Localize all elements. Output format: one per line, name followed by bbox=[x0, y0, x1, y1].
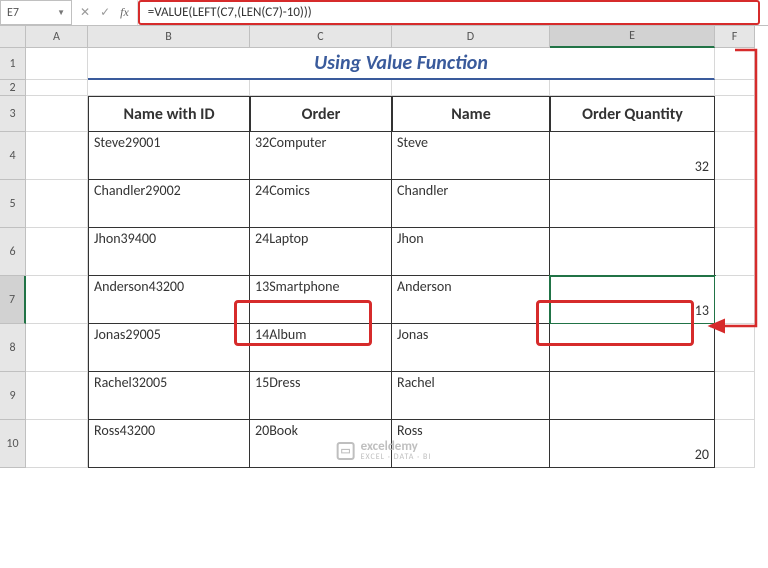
cell-F1[interactable] bbox=[715, 48, 755, 80]
cell-C6[interactable]: 24Laptop bbox=[250, 228, 392, 276]
row-header-5[interactable]: 5 bbox=[0, 180, 26, 228]
table-header-D[interactable]: Name bbox=[392, 96, 550, 132]
cell-D9[interactable]: Rachel bbox=[392, 372, 550, 420]
col-header-B[interactable]: B bbox=[88, 26, 250, 48]
cell-D7[interactable]: Anderson bbox=[392, 276, 550, 324]
col-header-D[interactable]: D bbox=[392, 26, 550, 48]
cell-F10[interactable] bbox=[715, 420, 755, 468]
row-header-1[interactable]: 1 bbox=[0, 48, 26, 80]
name-box-value: E7 bbox=[7, 6, 19, 20]
row-header-4[interactable]: 4 bbox=[0, 132, 26, 180]
row-header-9[interactable]: 9 bbox=[0, 372, 26, 420]
col-header-F[interactable]: F bbox=[715, 26, 755, 48]
name-box[interactable]: E7 ▼ bbox=[0, 0, 72, 25]
sheet-area: 12345678910 Using Value Function Name wit… bbox=[0, 48, 768, 468]
select-all-corner[interactable] bbox=[0, 26, 26, 48]
cell-E5[interactable] bbox=[550, 180, 715, 228]
cell-A3[interactable] bbox=[26, 96, 88, 132]
cell-F6[interactable] bbox=[715, 228, 755, 276]
cell-D4[interactable]: Steve bbox=[392, 132, 550, 180]
cell-F7[interactable] bbox=[715, 276, 755, 324]
cell-E7[interactable]: 13 bbox=[550, 276, 715, 324]
watermark-icon: ▭ bbox=[337, 442, 355, 460]
cell-D8[interactable]: Jonas bbox=[392, 324, 550, 372]
cell-A4[interactable] bbox=[26, 132, 88, 180]
cell-B6[interactable]: Jhon39400 bbox=[88, 228, 250, 276]
cell-C5[interactable]: 24Comics bbox=[250, 180, 392, 228]
cell-A7[interactable] bbox=[26, 276, 88, 324]
cell-D5[interactable]: Chandler bbox=[392, 180, 550, 228]
cell-E2[interactable] bbox=[550, 80, 715, 96]
cell-B10[interactable]: Ross43200 bbox=[88, 420, 250, 468]
col-header-C[interactable]: C bbox=[250, 26, 392, 48]
cell-A9[interactable] bbox=[26, 372, 88, 420]
cell-E6[interactable] bbox=[550, 228, 715, 276]
cell-F2[interactable] bbox=[715, 80, 755, 96]
col-header-A[interactable]: A bbox=[26, 26, 88, 48]
cell-C2[interactable] bbox=[250, 80, 392, 96]
formula-text: =VALUE(LEFT(C7,(LEN(C7)-10))) bbox=[148, 5, 312, 20]
table-header-B[interactable]: Name with ID bbox=[88, 96, 250, 132]
fx-icon[interactable]: fx bbox=[120, 5, 129, 20]
row-header-2[interactable]: 2 bbox=[0, 80, 26, 96]
row-header-7[interactable]: 7 bbox=[0, 276, 26, 324]
cell-D6[interactable]: Jhon bbox=[392, 228, 550, 276]
cell-A10[interactable] bbox=[26, 420, 88, 468]
cell-B8[interactable]: Jonas29005 bbox=[88, 324, 250, 372]
cell-A1[interactable] bbox=[26, 48, 88, 80]
watermark: ▭ exceldemy EXCEL · DATA · BI bbox=[337, 439, 432, 462]
cell-B9[interactable]: Rachel32005 bbox=[88, 372, 250, 420]
cell-E9[interactable] bbox=[550, 372, 715, 420]
cell-A2[interactable] bbox=[26, 80, 88, 96]
accept-icon[interactable]: ✓ bbox=[100, 5, 110, 20]
cell-C8[interactable]: 14Album bbox=[250, 324, 392, 372]
cell-C7[interactable]: 13Smartphone bbox=[250, 276, 392, 324]
cell-F9[interactable] bbox=[715, 372, 755, 420]
cell-C9[interactable]: 15Dress bbox=[250, 372, 392, 420]
cell-B5[interactable]: Chandler29002 bbox=[88, 180, 250, 228]
formula-input[interactable]: =VALUE(LEFT(C7,(LEN(C7)-10))) bbox=[138, 0, 760, 25]
cell-A8[interactable] bbox=[26, 324, 88, 372]
cell-F8[interactable] bbox=[715, 324, 755, 372]
cell-F5[interactable] bbox=[715, 180, 755, 228]
row-header-6[interactable]: 6 bbox=[0, 228, 26, 276]
grid[interactable]: Using Value Function Name with IDOrderNam… bbox=[26, 48, 755, 468]
cell-E4[interactable]: 32 bbox=[550, 132, 715, 180]
watermark-sub: EXCEL · DATA · BI bbox=[361, 452, 432, 462]
col-header-E[interactable]: E bbox=[550, 26, 715, 48]
row-header-10[interactable]: 10 bbox=[0, 420, 26, 468]
cell-A6[interactable] bbox=[26, 228, 88, 276]
cancel-icon[interactable]: ✕ bbox=[80, 5, 90, 20]
cell-F3[interactable] bbox=[715, 96, 755, 132]
column-headers: ABCDEF bbox=[0, 26, 768, 48]
cell-B7[interactable]: Anderson43200 bbox=[88, 276, 250, 324]
cell-B2[interactable] bbox=[88, 80, 250, 96]
formula-bar: E7 ▼ ✕ ✓ fx =VALUE(LEFT(C7,(LEN(C7)-10))… bbox=[0, 0, 768, 26]
title-cell[interactable]: Using Value Function bbox=[88, 48, 715, 80]
cell-A5[interactable] bbox=[26, 180, 88, 228]
row-header-8[interactable]: 8 bbox=[0, 324, 26, 372]
chevron-down-icon: ▼ bbox=[57, 8, 65, 18]
cell-D2[interactable] bbox=[392, 80, 550, 96]
cell-E8[interactable] bbox=[550, 324, 715, 372]
cell-C4[interactable]: 32Computer bbox=[250, 132, 392, 180]
cell-B4[interactable]: Steve29001 bbox=[88, 132, 250, 180]
table-header-E[interactable]: Order Quantity bbox=[550, 96, 715, 132]
cell-F4[interactable] bbox=[715, 132, 755, 180]
formula-bar-buttons: ✕ ✓ fx bbox=[72, 0, 138, 25]
cell-E10[interactable]: 20 bbox=[550, 420, 715, 468]
row-header-3[interactable]: 3 bbox=[0, 96, 26, 132]
table-header-C[interactable]: Order bbox=[250, 96, 392, 132]
row-headers: 12345678910 bbox=[0, 48, 26, 468]
